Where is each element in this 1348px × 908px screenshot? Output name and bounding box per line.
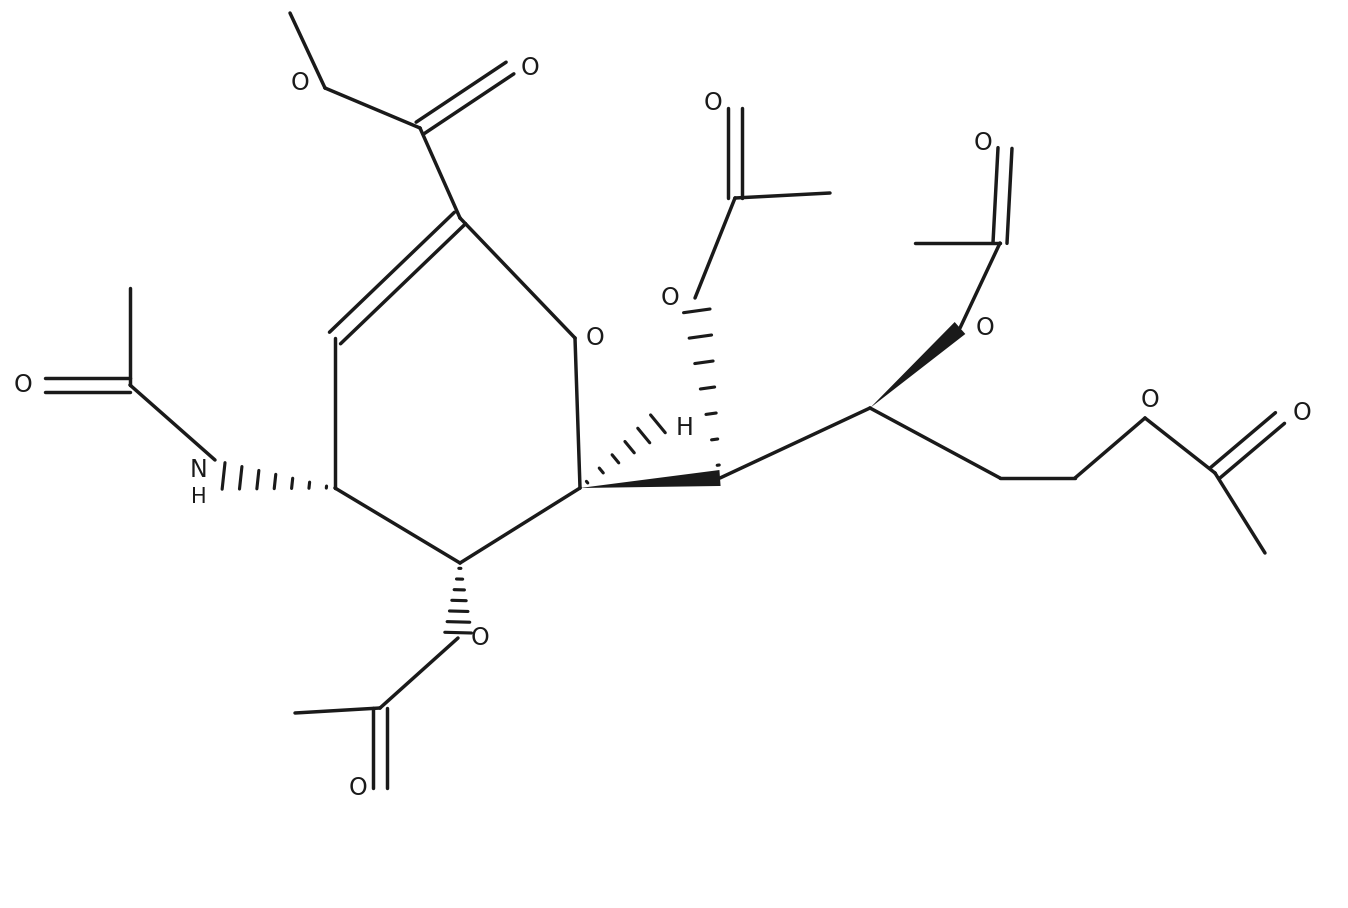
Text: O: O xyxy=(291,71,310,95)
Text: O: O xyxy=(470,626,489,650)
Text: O: O xyxy=(973,131,992,155)
Text: O: O xyxy=(349,776,368,800)
Text: O: O xyxy=(661,286,679,310)
Text: O: O xyxy=(1140,388,1159,412)
Polygon shape xyxy=(869,322,965,408)
Text: H: H xyxy=(677,416,694,440)
Text: O: O xyxy=(13,373,32,397)
Text: N: N xyxy=(189,458,208,482)
Text: O: O xyxy=(704,91,723,115)
Text: O: O xyxy=(520,56,539,80)
Text: O: O xyxy=(1293,401,1312,425)
Polygon shape xyxy=(580,470,721,488)
Text: H: H xyxy=(191,487,208,507)
Text: O: O xyxy=(585,326,604,350)
Text: O: O xyxy=(976,316,995,340)
